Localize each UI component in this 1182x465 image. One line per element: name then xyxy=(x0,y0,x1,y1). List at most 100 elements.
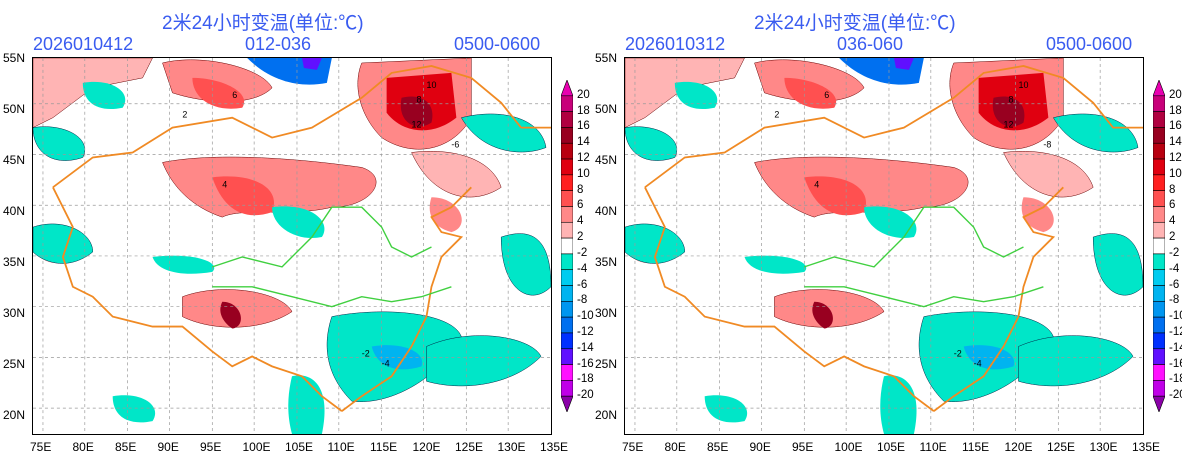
lat-tick-label: 45N xyxy=(3,153,26,167)
contour-labels: 2 4 6 8 10 12 -2 -4 -8 xyxy=(774,80,1051,369)
contour-label: 10 xyxy=(426,80,436,90)
colorbar-swatch xyxy=(560,364,574,381)
colorbar-swatch xyxy=(560,142,574,160)
colorbar-swatch xyxy=(560,95,574,112)
lon-tick-label: 135E xyxy=(540,440,569,454)
contour-label: 4 xyxy=(222,179,227,189)
contour-label: 8 xyxy=(417,95,422,105)
colorbar-arrow-top xyxy=(560,79,574,97)
colorbar-label: -14 xyxy=(1169,341,1182,354)
colorbar-label: -4 xyxy=(577,262,588,275)
colorbar-label: 4 xyxy=(577,215,584,228)
cooling-areas xyxy=(33,58,551,434)
contour-label: 12 xyxy=(412,120,422,130)
colorbar-label: -10 xyxy=(577,310,594,323)
lat-tick-label: 35N xyxy=(595,255,618,269)
colorbar-label: 14 xyxy=(1169,136,1182,149)
chart-title: 2米24小时变温(单位:℃) xyxy=(754,13,956,34)
colorbar-label: -18 xyxy=(1169,373,1182,386)
colorbar-label: 14 xyxy=(577,136,590,149)
contour-label: 4 xyxy=(814,179,819,189)
colorbar xyxy=(560,79,574,413)
colorbar-swatch xyxy=(560,237,574,255)
contour-label: -2 xyxy=(362,348,370,358)
lat-tick-label: 20N xyxy=(3,408,26,422)
valid-period: 0500-0600 xyxy=(454,34,541,54)
lon-tick-label: 125E xyxy=(1047,440,1076,454)
colorbar-swatch xyxy=(560,158,574,176)
lat-tick-label: 40N xyxy=(3,204,26,218)
lon-tick-label: 95E xyxy=(792,440,814,454)
contour-label: -8 xyxy=(1043,140,1051,150)
colorbar-swatch xyxy=(560,269,574,286)
china-border xyxy=(52,65,551,412)
lat-tick-label: 30N xyxy=(595,306,618,320)
colorbar-label: -8 xyxy=(1169,294,1180,307)
colorbar-arrow-bottom xyxy=(1152,395,1166,413)
colorbar-swatch xyxy=(560,174,574,191)
contour-label: 12 xyxy=(1004,120,1014,130)
colorbar-label: -12 xyxy=(577,325,594,338)
lon-tick-label: 120E xyxy=(412,440,441,454)
colorbar-swatch xyxy=(560,253,574,271)
colorbar-label: 16 xyxy=(1169,120,1182,133)
lat-tick-label: 35N xyxy=(3,255,26,269)
colorbar-label: -12 xyxy=(1169,325,1182,338)
lon-tick-label: 105E xyxy=(877,440,906,454)
colorbar-label: -8 xyxy=(577,294,588,307)
left-panel: 2米24小时变温(单位:℃) 2026010412 012-036 0500-0… xyxy=(3,13,569,454)
contour-label: -2 xyxy=(954,348,962,358)
colorbar-label: 8 xyxy=(1169,183,1176,196)
colorbar-swatch xyxy=(560,190,574,207)
colorbar-swatch xyxy=(1152,111,1166,128)
contour-label: 6 xyxy=(232,90,237,100)
colorbar-swatch xyxy=(1152,221,1166,239)
colorbar-label: 8 xyxy=(577,183,584,196)
colorbar-label: 6 xyxy=(1169,199,1176,212)
colorbar-label: 12 xyxy=(1169,152,1182,165)
colorbar-label: -4 xyxy=(1169,262,1180,275)
colorbar-label: 2 xyxy=(577,231,584,244)
init-time: 2026010312 xyxy=(625,34,726,54)
colorbar-label: -6 xyxy=(1169,278,1180,291)
chart-title: 2米24小时变温(单位:℃) xyxy=(162,13,364,34)
colorbar-label: -20 xyxy=(1169,389,1182,402)
colorbar-swatch xyxy=(1152,332,1166,350)
colorbar-swatch xyxy=(1152,253,1166,271)
lon-tick-label: 130E xyxy=(1089,440,1118,454)
lon-tick-label: 130E xyxy=(497,440,526,454)
colorbar-swatch xyxy=(1152,237,1166,255)
lat-tick-label: 20N xyxy=(595,408,618,422)
lat-tick-label: 50N xyxy=(3,102,26,116)
lon-tick-label: 95E xyxy=(200,440,222,454)
colorbar-label: -18 xyxy=(577,373,594,386)
forecast-range: 012-036 xyxy=(245,34,312,54)
contour-label: 8 xyxy=(1009,95,1014,105)
colorbar-swatch xyxy=(560,221,574,239)
colorbar-label: -14 xyxy=(577,341,594,354)
contour-label: -4 xyxy=(974,358,982,368)
grid-lines xyxy=(625,58,1143,434)
contour-label: 10 xyxy=(1018,80,1028,90)
colorbar-swatch xyxy=(1152,301,1166,318)
rivers xyxy=(212,206,452,308)
colorbar-swatch xyxy=(1152,285,1166,302)
lon-tick-label: 115E xyxy=(962,440,990,454)
colorbar-swatch xyxy=(1152,380,1166,397)
temperature-change-map: 2 4 6 8 10 12 -2 -4 -8 xyxy=(624,57,1144,435)
colorbar-swatch xyxy=(1152,158,1166,176)
colorbar-label: -16 xyxy=(577,357,594,370)
colorbar-label: 18 xyxy=(577,104,590,117)
china-border xyxy=(644,65,1143,412)
contour-labels: 2 4 6 8 10 12 -2 -4 -6 xyxy=(182,80,459,369)
colorbar xyxy=(1152,79,1166,413)
colorbar-swatch xyxy=(560,316,574,334)
colorbar-label: -2 xyxy=(577,246,588,259)
colorbar-swatch xyxy=(1152,206,1166,223)
colorbar-label: 20 xyxy=(577,88,590,101)
lon-tick-label: 120E xyxy=(1004,440,1033,454)
colorbar-label: 12 xyxy=(577,152,590,165)
colorbar-swatch xyxy=(560,332,574,350)
colorbar-swatch xyxy=(560,348,574,365)
colorbar-swatch xyxy=(1152,127,1166,144)
